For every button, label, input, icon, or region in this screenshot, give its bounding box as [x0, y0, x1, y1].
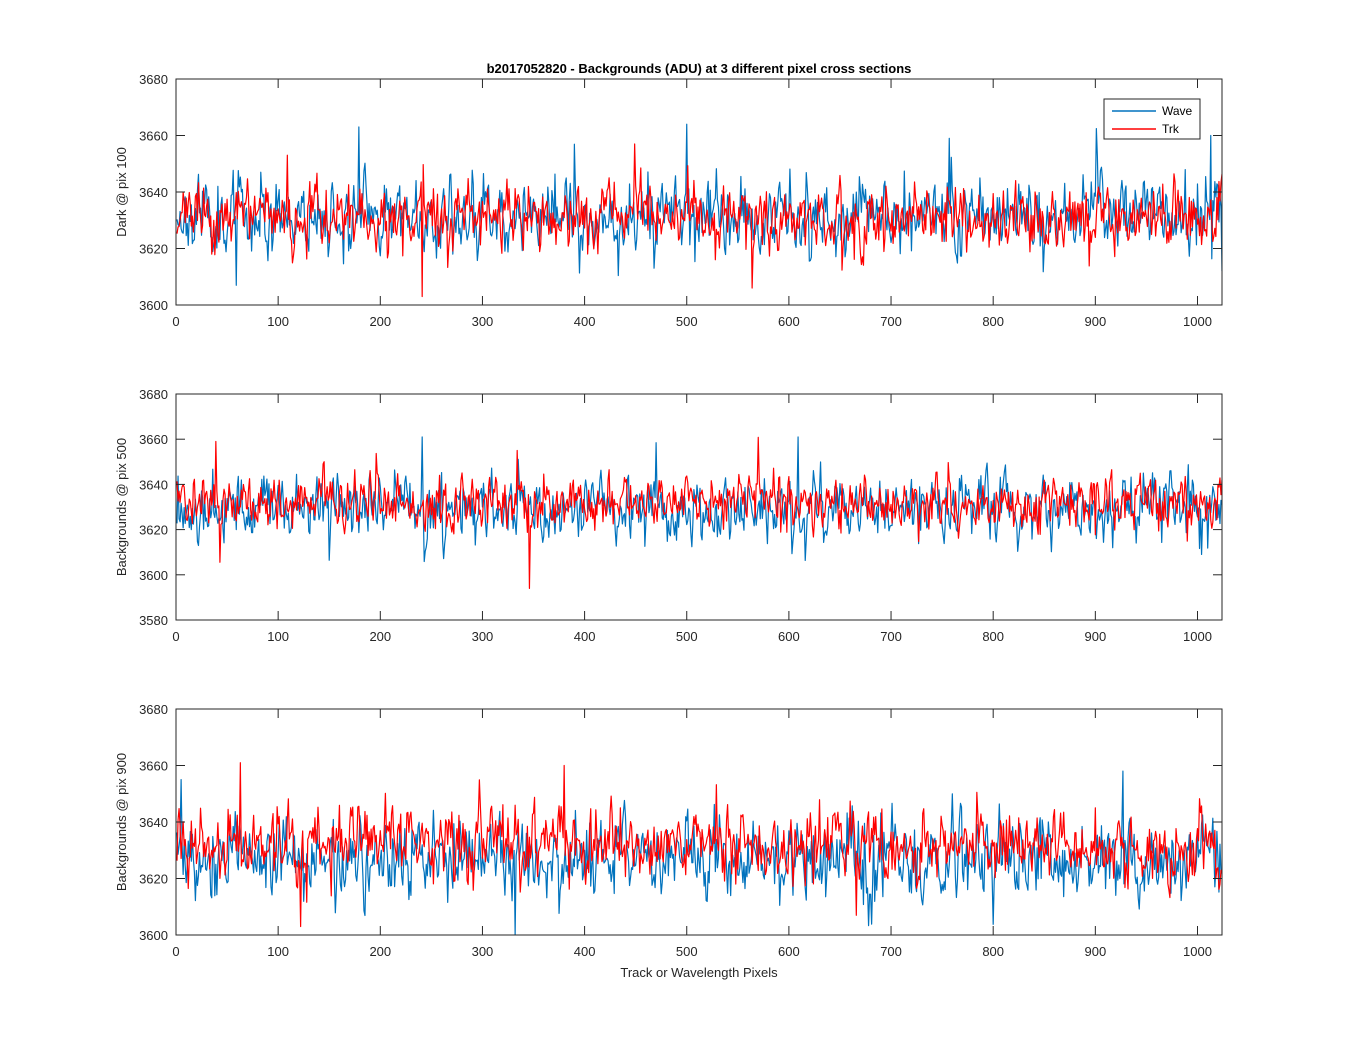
legend-entry-trk: Trk [1162, 122, 1180, 136]
x-tick-label: 900 [1084, 314, 1106, 329]
series-group [176, 762, 1222, 935]
x-tick-label: 100 [267, 629, 289, 644]
y-tick-label: 3640 [139, 185, 168, 200]
y-tick-label: 3620 [139, 523, 168, 538]
x-tick-label: 700 [880, 944, 902, 959]
series-line-trk [176, 143, 1222, 298]
x-tick-label: 600 [778, 944, 800, 959]
y-tick-label: 3600 [139, 928, 168, 943]
series-line-trk [176, 762, 1222, 928]
y-tick-label: 3580 [139, 613, 168, 628]
x-tick-label: 800 [982, 944, 1004, 959]
y-tick-label: 3660 [139, 129, 168, 144]
middle-plot-backgrounds-pix-500: 0 100 200 300 400 500 600 700 800 900 1000 3580 3600… [139, 387, 1223, 644]
y-tick-label: 3620 [139, 242, 168, 257]
y-tick-label: 3680 [139, 702, 168, 717]
y-axis-label-bottom: Backgrounds @ pix 900 [114, 753, 129, 891]
top-plot-dark-pix-100: 0 100 200 300 400 500 600 700 800 900 1000 3600 3620… [139, 72, 1223, 329]
y-tick-label: 3600 [139, 298, 168, 313]
x-tick-label: 400 [574, 629, 596, 644]
y-tick-label: 3640 [139, 815, 168, 830]
x-tick-label: 1000 [1183, 629, 1212, 644]
legend: Wave Trk [1103, 98, 1201, 140]
x-tick-label: 200 [369, 629, 391, 644]
x-tick-label: 800 [982, 629, 1004, 644]
y-tick-label: 3620 [139, 872, 168, 887]
x-tick-label: 500 [676, 314, 698, 329]
y-axis-label-top: Dark @ pix 100 [114, 147, 129, 237]
y-tick-label: 3660 [139, 759, 168, 774]
x-tick-label: 300 [472, 629, 494, 644]
x-tick-label: 1000 [1183, 314, 1212, 329]
y-tick-label: 3680 [139, 387, 168, 402]
x-tick-label: 0 [172, 629, 179, 644]
x-tick-label: 900 [1084, 629, 1106, 644]
legend-entry-wave: Wave [1162, 104, 1193, 118]
x-tick-label: 100 [267, 944, 289, 959]
x-tick-label: 600 [778, 314, 800, 329]
x-tick-label: 800 [982, 314, 1004, 329]
series-line-trk [176, 436, 1222, 589]
x-tick-label: 400 [574, 314, 596, 329]
x-tick-label: 700 [880, 314, 902, 329]
x-tick-label: 700 [880, 629, 902, 644]
x-tick-label: 0 [172, 314, 179, 329]
x-tick-label: 900 [1084, 944, 1106, 959]
x-tick-label: 100 [267, 314, 289, 329]
y-tick-label: 3680 [139, 72, 168, 87]
x-tick-label: 400 [574, 944, 596, 959]
x-tick-label: 1000 [1183, 944, 1212, 959]
x-tick-label: 200 [369, 944, 391, 959]
x-tick-label: 600 [778, 629, 800, 644]
axes-box [175, 393, 1223, 621]
x-axis-label: Track or Wavelength Pixels [620, 965, 778, 980]
x-tick-label: 300 [472, 314, 494, 329]
bottom-plot-backgrounds-pix-900: 0 100 200 300 400 500 600 700 800 900 1000 3600 3620… [139, 702, 1223, 959]
x-tick-label: 0 [172, 944, 179, 959]
y-axis-label-middle: Backgrounds @ pix 500 [114, 438, 129, 576]
x-tick-label: 300 [472, 944, 494, 959]
plot-area [176, 79, 1222, 305]
y-tick-label: 3640 [139, 477, 168, 492]
y-tick-label: 3600 [139, 568, 168, 583]
series-group [176, 123, 1222, 298]
x-tick-label: 500 [676, 629, 698, 644]
series-group [176, 436, 1222, 589]
x-tick-label: 200 [369, 314, 391, 329]
legend-box [1103, 98, 1201, 140]
chart-title: b2017052820 - Backgrounds (ADU) at 3 dif… [487, 61, 912, 76]
x-tick-label: 500 [676, 944, 698, 959]
y-tick-label: 3660 [139, 432, 168, 447]
